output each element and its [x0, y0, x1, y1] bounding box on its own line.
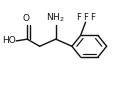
- Text: O: O: [22, 14, 29, 23]
- Text: F: F: [90, 13, 95, 22]
- Text: F: F: [76, 13, 81, 22]
- Text: HO: HO: [2, 36, 16, 45]
- Text: F: F: [83, 13, 88, 22]
- Text: NH$_2$: NH$_2$: [46, 12, 65, 24]
